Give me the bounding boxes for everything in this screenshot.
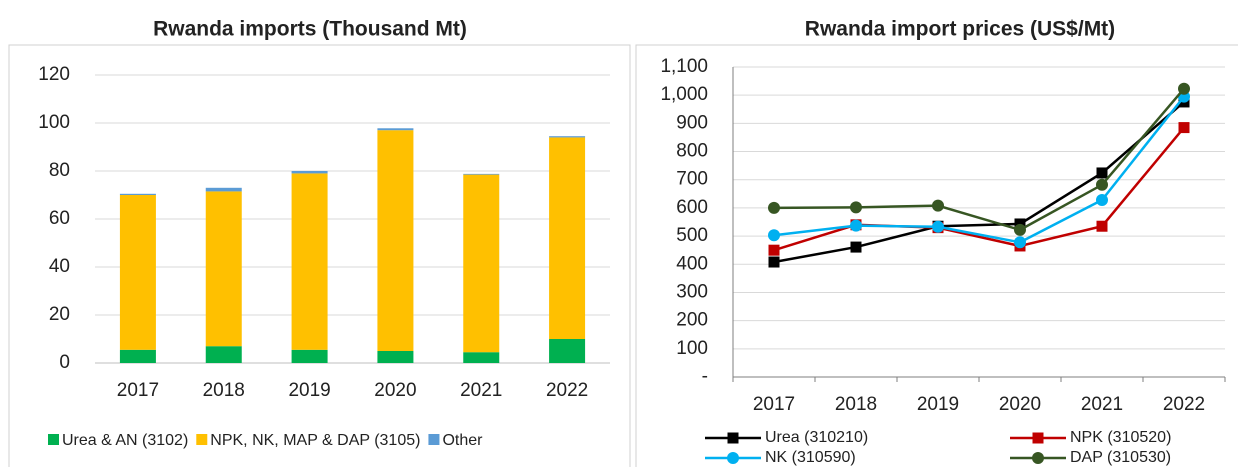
legend-swatch: [48, 434, 59, 445]
y-tick-label: 1,000: [660, 84, 708, 105]
y-tick-label: 800: [676, 141, 708, 162]
legend-label: DAP (310530): [1070, 449, 1171, 466]
point: [1014, 223, 1026, 236]
bar-segment: [291, 173, 328, 350]
bar-segment: [291, 349, 328, 363]
y-tick-label: 100: [38, 112, 70, 133]
x-tick-label: 2021: [1081, 394, 1123, 415]
point: [932, 220, 944, 233]
y-tick-label: 80: [49, 160, 70, 181]
legend-label: Other: [442, 432, 483, 449]
y-tick-label: 900: [676, 112, 708, 133]
left-frame: [8, 44, 631, 467]
y-tick-label: 300: [676, 281, 708, 302]
point: [1178, 122, 1190, 134]
bar-segment: [463, 174, 500, 353]
legend-marker: [1032, 432, 1044, 444]
point: [850, 241, 862, 253]
y-tick-label: 200: [676, 310, 708, 331]
y-tick-label: 120: [38, 64, 70, 85]
bar-segment: [549, 136, 586, 138]
point: [1014, 236, 1026, 249]
y-tick-label: 20: [49, 304, 70, 325]
point: [850, 219, 862, 232]
series-line: [773, 87, 1185, 232]
x-tick-label: 2019: [288, 380, 330, 401]
right-frame: [635, 44, 1238, 467]
legend-label: Urea (310210): [765, 429, 868, 446]
bar-segment: [549, 137, 586, 339]
x-tick-label: 2022: [546, 380, 588, 401]
y-tick-label: 0: [59, 352, 70, 373]
x-tick-label: 2021: [460, 380, 502, 401]
x-tick-label: 2020: [374, 380, 416, 401]
x-tick-label: 2018: [835, 394, 877, 415]
bar-segment: [119, 193, 156, 195]
legend-label: NK (310590): [765, 449, 856, 466]
point: [1178, 82, 1190, 95]
point: [1096, 220, 1108, 232]
x-tick-label: 2019: [917, 394, 959, 415]
y-tick-label: -: [702, 366, 708, 387]
series-line: [773, 101, 1185, 264]
y-tick-label: 40: [49, 256, 70, 277]
bar-segment: [463, 173, 500, 175]
x-tick-label: 2022: [1163, 394, 1205, 415]
x-tick-label: 2017: [117, 380, 159, 401]
point: [932, 199, 944, 212]
chart-title: Rwanda imports (Thousand Mt): [153, 18, 467, 41]
legend-label: NPK (310520): [1070, 429, 1171, 446]
series-line: [773, 95, 1185, 244]
point: [850, 201, 862, 214]
bar-segment: [119, 195, 156, 350]
bar-segment: [205, 191, 242, 347]
legend-swatch: [428, 434, 440, 445]
point: [1096, 167, 1108, 179]
legend-marker: [727, 432, 739, 444]
bar-segment: [549, 339, 586, 363]
bar-segment: [291, 171, 328, 174]
legend-marker: [727, 452, 739, 464]
legend-label: Urea & AN (3102): [62, 432, 188, 449]
point: [1096, 194, 1108, 207]
bar-segment: [205, 346, 242, 363]
legend-swatch: [196, 434, 208, 445]
bar-segment: [205, 187, 242, 192]
y-tick-label: 60: [49, 208, 70, 229]
bar-segment: [119, 349, 156, 363]
bar-segment: [377, 130, 414, 351]
y-tick-label: 500: [676, 225, 708, 246]
y-tick-label: 1,100: [660, 56, 708, 77]
x-tick-label: 2017: [753, 394, 795, 415]
y-tick-label: 400: [676, 253, 708, 274]
x-tick-label: 2018: [203, 380, 245, 401]
point: [768, 256, 780, 268]
point: [1096, 178, 1108, 191]
bar-segment: [377, 128, 414, 131]
point: [768, 244, 780, 256]
y-tick-label: 100: [676, 338, 708, 359]
legend-label: NPK, NK, MAP & DAP (3105): [210, 432, 420, 449]
bar-segment: [463, 352, 500, 363]
point: [768, 201, 780, 214]
bar-segment: [377, 351, 414, 363]
series-line: [773, 126, 1185, 252]
point: [768, 229, 780, 242]
chart-title: Rwanda import prices (US$/Mt): [805, 18, 1115, 41]
legend-marker: [1032, 452, 1044, 464]
x-tick-label: 2020: [999, 394, 1041, 415]
y-tick-label: 700: [676, 169, 708, 190]
y-tick-label: 600: [676, 197, 708, 218]
